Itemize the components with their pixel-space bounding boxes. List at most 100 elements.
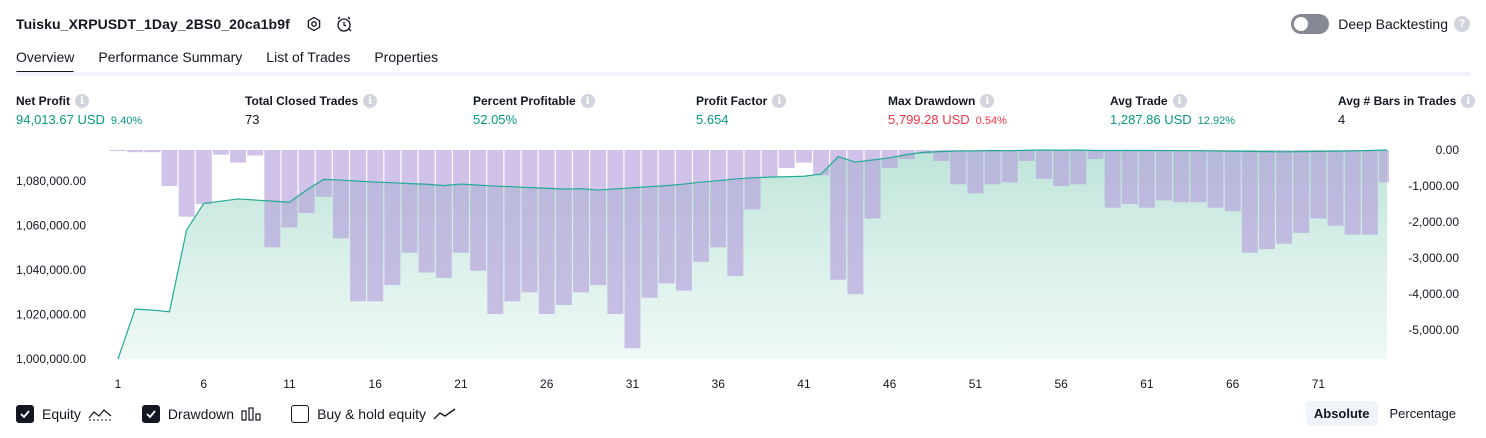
alarm-clock-icon[interactable] <box>334 14 354 34</box>
info-icon[interactable]: i <box>580 94 595 108</box>
drawdown-bar[interactable] <box>504 150 521 302</box>
drawdown-bar[interactable] <box>1379 150 1389 183</box>
drawdown-bar[interactable] <box>795 150 812 163</box>
drawdown-bar[interactable] <box>933 150 950 161</box>
drawdown-bar[interactable] <box>881 150 898 169</box>
drawdown-bar[interactable] <box>573 150 589 293</box>
drawdown-bar[interactable] <box>727 150 744 277</box>
drawdown-bar[interactable] <box>1087 150 1104 160</box>
drawdown-bar[interactable] <box>127 150 144 153</box>
tab-performance-summary[interactable]: Performance Summary <box>98 49 243 65</box>
drawdown-bar[interactable] <box>212 150 229 155</box>
drawdown-bar[interactable] <box>367 150 384 302</box>
drawdown-bar[interactable] <box>1104 150 1121 208</box>
drawdown-bar[interactable] <box>247 150 264 156</box>
drawdown-bar[interactable] <box>1344 150 1361 235</box>
drawdown-checkbox[interactable] <box>141 405 160 423</box>
info-icon[interactable]: i <box>1461 94 1476 108</box>
absolute-button[interactable]: Absolute <box>1305 401 1378 426</box>
drawdown-bar[interactable] <box>453 150 469 253</box>
drawdown-bar[interactable] <box>847 150 864 295</box>
percentage-button[interactable]: Percentage <box>1389 406 1457 421</box>
drawdown-bar[interactable] <box>710 150 727 248</box>
drawdown-bar[interactable] <box>332 150 349 239</box>
drawdown-bar[interactable] <box>555 150 572 305</box>
drawdown-bar[interactable] <box>315 150 332 197</box>
drawdown-bar[interactable] <box>1207 150 1224 208</box>
drawdown-bar[interactable] <box>350 150 367 302</box>
legend-drawdown[interactable]: Drawdown <box>141 405 261 423</box>
drawdown-bar[interactable] <box>1156 150 1173 201</box>
drawdown-bar[interactable] <box>1173 150 1190 203</box>
drawdown-bar[interactable] <box>230 150 247 163</box>
drawdown-bar[interactable] <box>984 150 1001 185</box>
drawdown-bar[interactable] <box>264 150 281 248</box>
drawdown-bar[interactable] <box>298 150 315 214</box>
info-icon[interactable]: i <box>363 94 378 108</box>
help-icon[interactable]: ? <box>1454 16 1470 32</box>
deep-backtesting-toggle[interactable] <box>1291 14 1330 34</box>
drawdown-bar[interactable] <box>967 150 984 194</box>
drawdown-bar[interactable] <box>744 150 761 210</box>
drawdown-bar[interactable] <box>1190 150 1207 203</box>
drawdown-bar[interactable] <box>1276 150 1293 244</box>
drawdown-bar[interactable] <box>1327 150 1344 226</box>
stat-value: 73 <box>245 112 260 127</box>
drawdown-bar[interactable] <box>607 150 624 314</box>
drawdown-bar[interactable] <box>110 150 126 151</box>
tab-properties[interactable]: Properties <box>374 49 439 65</box>
drawdown-bar[interactable] <box>641 150 658 298</box>
drawdown-bar[interactable] <box>1036 150 1052 179</box>
drawdown-bar[interactable] <box>830 150 847 280</box>
drawdown-bar[interactable] <box>161 150 178 187</box>
drawdown-bar[interactable] <box>813 150 830 176</box>
equity-drawdown-chart[interactable]: 1,000,000.00 1,020,000.00 1,040,000.00 1,06… <box>0 140 1486 398</box>
drawdown-bar[interactable] <box>1053 150 1070 187</box>
drawdown-bar[interactable] <box>1070 150 1087 185</box>
info-icon[interactable]: i <box>980 94 995 108</box>
drawdown-bar[interactable] <box>658 150 675 284</box>
legend-equity[interactable]: Equity <box>16 405 112 423</box>
settings-icon[interactable] <box>304 14 324 34</box>
tab-list-of-trades[interactable]: List of Trades <box>266 49 351 65</box>
drawdown-bar[interactable] <box>1293 150 1310 233</box>
drawdown-bar[interactable] <box>1121 150 1138 205</box>
drawdown-bar[interactable] <box>675 150 692 291</box>
drawdown-bar[interactable] <box>1310 150 1327 219</box>
equity-line[interactable] <box>117 149 1388 360</box>
drawdown-bar[interactable] <box>1001 150 1018 183</box>
drawdown-bar[interactable] <box>1361 150 1378 235</box>
info-icon[interactable]: i <box>1172 94 1187 108</box>
drawdown-bar[interactable] <box>144 150 161 153</box>
drawdown-bar[interactable] <box>418 150 435 273</box>
drawdown-bar[interactable] <box>281 150 298 228</box>
tab-overview[interactable]: Overview <box>16 44 75 74</box>
drawdown-bar[interactable] <box>435 150 452 278</box>
legend-buy-hold-equity[interactable]: Buy & hold equity <box>291 405 457 423</box>
legend-equity-label: Equity <box>42 406 81 422</box>
drawdown-bar[interactable] <box>178 150 195 217</box>
info-icon[interactable]: i <box>75 94 89 108</box>
buy-hold-checkbox[interactable] <box>291 405 310 423</box>
drawdown-bar[interactable] <box>624 150 641 349</box>
drawdown-bar[interactable] <box>950 150 967 185</box>
equity-checkbox[interactable] <box>16 405 34 423</box>
drawdown-bar[interactable] <box>1224 150 1241 212</box>
drawdown-bar[interactable] <box>487 150 504 314</box>
drawdown-bar[interactable] <box>470 150 487 271</box>
drawdown-bar[interactable] <box>864 150 881 219</box>
drawdown-bar[interactable] <box>401 150 418 253</box>
drawdown-bar[interactable] <box>195 150 212 205</box>
drawdown-bar[interactable] <box>1241 150 1258 253</box>
drawdown-bar[interactable] <box>538 150 555 314</box>
info-icon[interactable]: i <box>772 94 787 108</box>
drawdown-bar[interactable] <box>384 150 401 286</box>
drawdown-bar[interactable] <box>1258 150 1275 250</box>
drawdown-bar[interactable] <box>590 150 607 286</box>
drawdown-bar[interactable] <box>693 150 710 262</box>
drawdown-bar[interactable] <box>761 150 778 178</box>
drawdown-bar[interactable] <box>521 150 538 293</box>
drawdown-bar[interactable] <box>778 150 795 169</box>
drawdown-bar[interactable] <box>1018 150 1035 161</box>
drawdown-bar[interactable] <box>1138 150 1155 208</box>
